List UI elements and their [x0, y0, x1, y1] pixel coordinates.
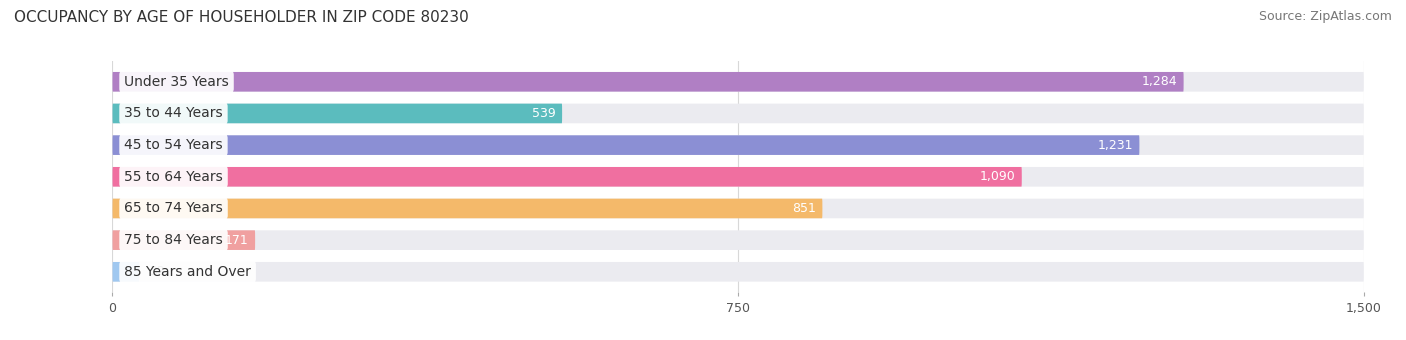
FancyBboxPatch shape — [112, 72, 1364, 91]
FancyBboxPatch shape — [112, 135, 1364, 155]
Text: 35 to 44 Years: 35 to 44 Years — [124, 106, 222, 120]
Text: 75 to 84 Years: 75 to 84 Years — [124, 233, 224, 247]
Text: 45 to 54 Years: 45 to 54 Years — [124, 138, 222, 152]
Text: 1,231: 1,231 — [1097, 139, 1133, 152]
Text: 171: 171 — [225, 234, 249, 246]
Text: Source: ZipAtlas.com: Source: ZipAtlas.com — [1258, 10, 1392, 23]
FancyBboxPatch shape — [112, 262, 1364, 282]
FancyBboxPatch shape — [112, 230, 254, 250]
Text: 539: 539 — [531, 107, 555, 120]
Text: OCCUPANCY BY AGE OF HOUSEHOLDER IN ZIP CODE 80230: OCCUPANCY BY AGE OF HOUSEHOLDER IN ZIP C… — [14, 10, 468, 25]
FancyBboxPatch shape — [112, 104, 562, 123]
Text: 32: 32 — [149, 265, 165, 278]
Text: Under 35 Years: Under 35 Years — [124, 75, 229, 89]
FancyBboxPatch shape — [112, 167, 1364, 187]
FancyBboxPatch shape — [112, 72, 1184, 91]
Text: 1,284: 1,284 — [1142, 75, 1177, 88]
Text: 55 to 64 Years: 55 to 64 Years — [124, 170, 224, 184]
FancyBboxPatch shape — [112, 262, 139, 282]
FancyBboxPatch shape — [112, 135, 1139, 155]
Text: 851: 851 — [792, 202, 815, 215]
Text: 1,090: 1,090 — [980, 170, 1015, 183]
FancyBboxPatch shape — [112, 167, 1022, 187]
FancyBboxPatch shape — [112, 199, 1364, 218]
Text: 65 to 74 Years: 65 to 74 Years — [124, 202, 224, 216]
Text: 85 Years and Over: 85 Years and Over — [124, 265, 252, 279]
FancyBboxPatch shape — [112, 230, 1364, 250]
FancyBboxPatch shape — [112, 199, 823, 218]
FancyBboxPatch shape — [112, 104, 1364, 123]
